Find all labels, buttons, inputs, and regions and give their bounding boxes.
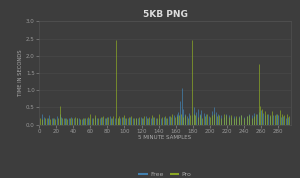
Y-axis label: TIME IN SECONDS: TIME IN SECONDS (18, 50, 23, 96)
X-axis label: 5 MINUTE SAMPLES: 5 MINUTE SAMPLES (138, 135, 192, 140)
Title: 5KB PNG: 5KB PNG (142, 10, 188, 19)
Legend: Free, Pro: Free, Pro (136, 169, 194, 178)
